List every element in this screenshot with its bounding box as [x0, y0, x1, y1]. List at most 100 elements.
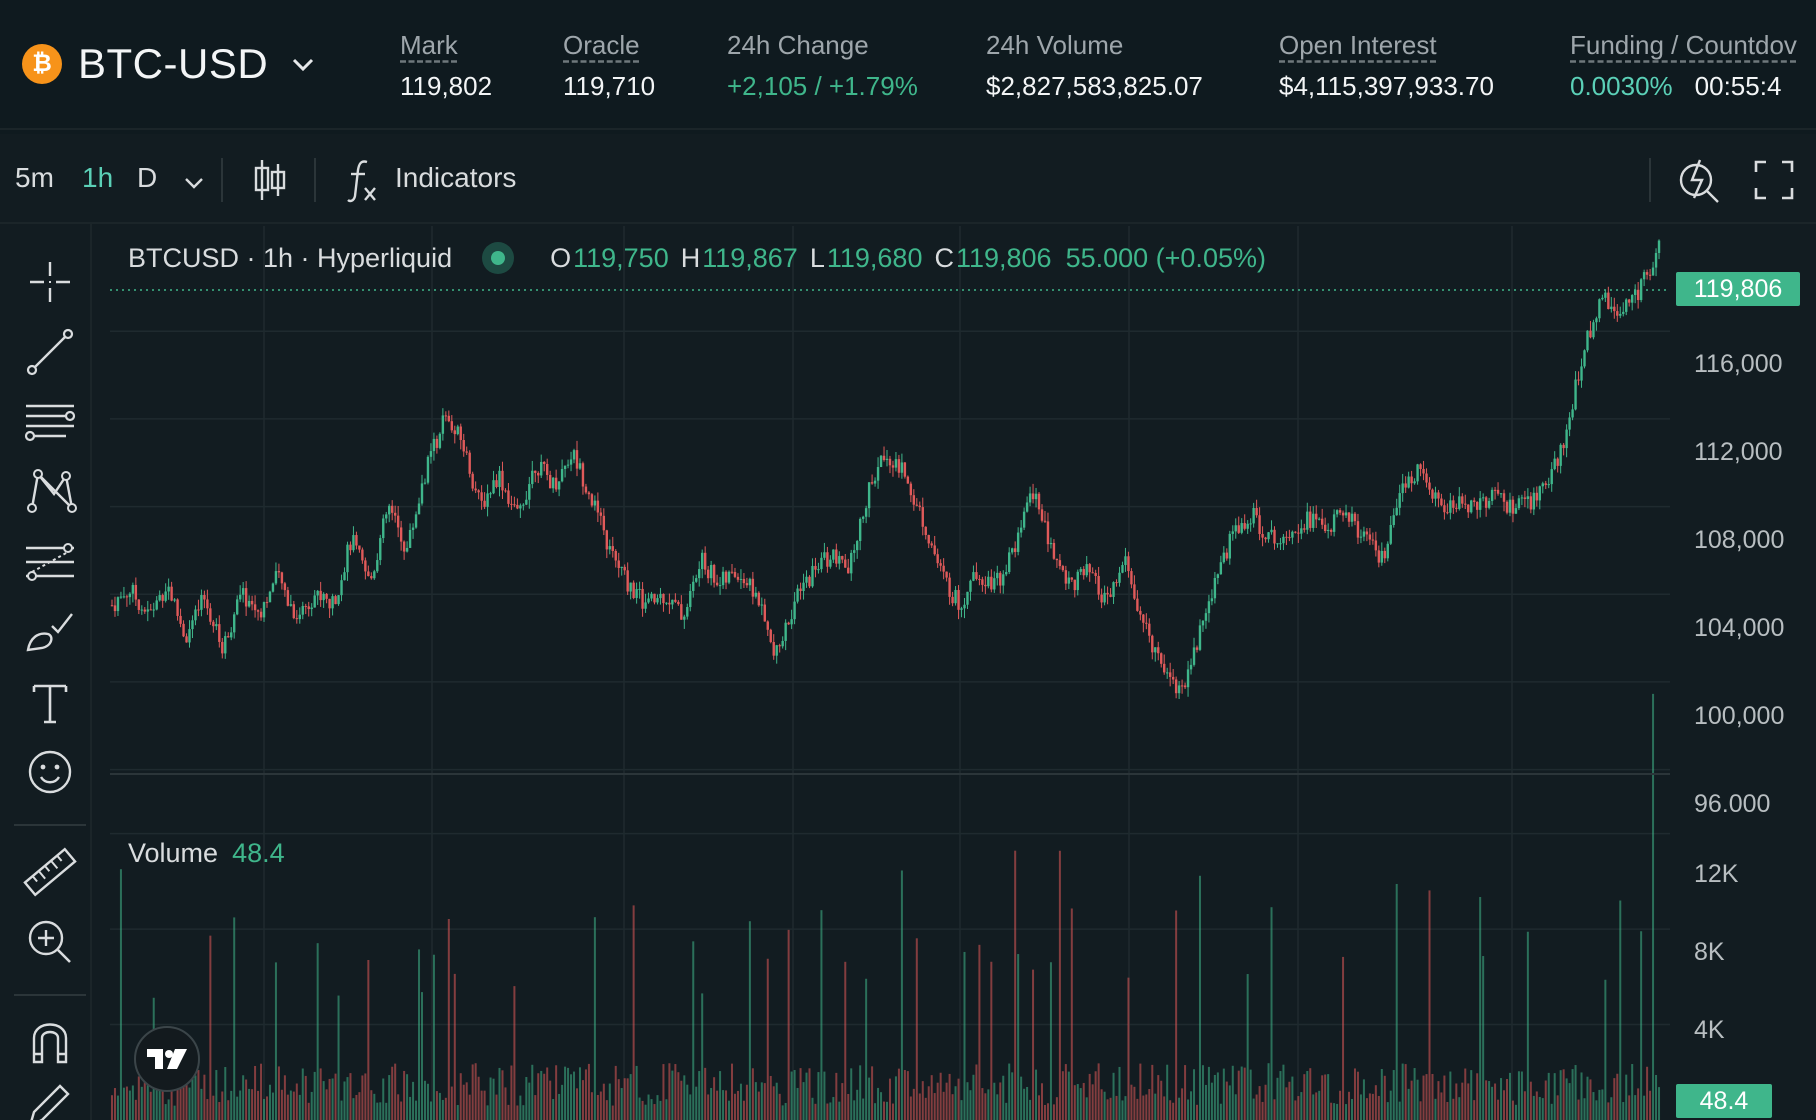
candle-body [411, 527, 415, 530]
volume-bar [936, 1082, 939, 1120]
fib-tool[interactable] [22, 394, 78, 450]
zoom-in-tool[interactable] [22, 914, 78, 970]
candle-body [823, 552, 826, 558]
volume-bar [1568, 1083, 1571, 1120]
volume-bar [1345, 1104, 1348, 1120]
candle-body [966, 591, 969, 605]
indicators-button[interactable]: Indicators [395, 162, 517, 193]
candle-body [1347, 512, 1351, 522]
volume-bar [1655, 1074, 1658, 1120]
interval-d[interactable]: D [137, 162, 158, 193]
candle-body [453, 430, 456, 435]
candle-body [611, 546, 614, 552]
volume-bar [1640, 931, 1643, 1120]
candle-body [191, 620, 194, 630]
interval-5m[interactable]: 5m [15, 162, 54, 193]
candle-style-icon[interactable] [252, 156, 288, 204]
oracle-label[interactable]: Oracle [563, 30, 640, 60]
volume-bar [888, 1078, 891, 1120]
volume-bar [796, 1087, 799, 1120]
volume-bar [725, 1090, 728, 1120]
volume-bar [426, 1083, 429, 1120]
candle-body [864, 508, 868, 517]
volume-bar [1196, 1104, 1198, 1120]
volume-bar [1574, 1065, 1577, 1120]
candle-body [1475, 501, 1479, 510]
measure-tool[interactable] [22, 844, 78, 900]
volume-bar [233, 917, 236, 1120]
interval-chevron-down-icon[interactable] [183, 172, 205, 194]
candle-body [540, 461, 543, 476]
volume-bar [1491, 1086, 1494, 1120]
candle-body [396, 515, 400, 528]
candle-body [340, 580, 343, 596]
candle-body [1383, 550, 1386, 559]
volume-bar [1506, 1078, 1508, 1120]
volume-bar [1517, 1071, 1520, 1120]
volume-bar [1058, 850, 1061, 1120]
candle-body [304, 606, 307, 608]
text-tool[interactable] [22, 674, 78, 730]
chevron-down-icon[interactable] [290, 51, 316, 77]
function-icon[interactable] [345, 156, 381, 204]
trend-line-tool[interactable] [22, 324, 78, 380]
volume-bar [1255, 1094, 1258, 1120]
volume-bar [1294, 1100, 1297, 1120]
candle-body [256, 610, 260, 612]
candle-body [1124, 556, 1127, 566]
candle-body [1318, 518, 1321, 520]
volume-bar [1658, 1087, 1661, 1120]
volume-bar [564, 1066, 567, 1120]
crosshair-tool[interactable] [22, 254, 78, 310]
volume-bar [975, 1064, 978, 1120]
volume-bar [1577, 1099, 1580, 1120]
low-key: L [809, 242, 825, 273]
candle-body [659, 593, 662, 599]
candle-body [1341, 512, 1345, 516]
emoji-tool[interactable] [22, 744, 78, 800]
candle-body [924, 526, 927, 536]
magnet-tool[interactable] [22, 1014, 78, 1070]
volume-bar [1559, 1070, 1562, 1120]
tradingview-logo-icon[interactable] [134, 1026, 200, 1092]
volume-bar [903, 1070, 906, 1120]
volume-bar [1529, 1081, 1532, 1120]
volume-bar [537, 1073, 540, 1120]
candle-body [417, 503, 421, 515]
symbol-selector[interactable]: ₿ BTC-USD [22, 40, 316, 88]
interval-1h[interactable]: 1h [82, 162, 114, 193]
volume-bar [409, 1096, 412, 1120]
candle-body [1416, 464, 1419, 482]
lock-drawing-tool[interactable] [22, 1074, 78, 1120]
candle-body [370, 576, 373, 579]
brush-tool[interactable] [22, 604, 78, 660]
volume-bar [1553, 1073, 1556, 1120]
volume-bar [540, 1070, 543, 1120]
open-interest-label[interactable]: Open Interest [1279, 30, 1437, 60]
fullscreen-icon[interactable] [1750, 156, 1798, 204]
price-chart[interactable] [0, 134, 1816, 1120]
candle-body [438, 433, 442, 448]
mark-label[interactable]: Mark [400, 30, 458, 60]
volume-bar [1461, 1082, 1464, 1120]
volume-bar [611, 1105, 614, 1120]
snapshot-icon[interactable] [1674, 156, 1722, 204]
candle-body [1413, 481, 1416, 484]
volume-bar [570, 1074, 573, 1120]
candle-body [277, 571, 281, 573]
price-axis[interactable]: 116,000 112,000 108,000 104,000 100,000 … [1674, 224, 1816, 1120]
candle-body [656, 598, 659, 603]
funding-label[interactable]: Funding / Countdov [1570, 30, 1797, 60]
candle-body [551, 477, 555, 489]
pattern-tool[interactable] [22, 464, 78, 520]
volume-bar [331, 1078, 334, 1120]
volume-bar [1318, 1090, 1321, 1120]
candle-body [668, 602, 671, 605]
volume-bar [307, 1102, 310, 1120]
projection-tool[interactable] [22, 534, 78, 590]
candle-body [802, 582, 805, 591]
candle-body [593, 500, 597, 506]
candle-body [334, 596, 337, 605]
candle-body [650, 593, 653, 599]
candle-body [1148, 623, 1151, 636]
